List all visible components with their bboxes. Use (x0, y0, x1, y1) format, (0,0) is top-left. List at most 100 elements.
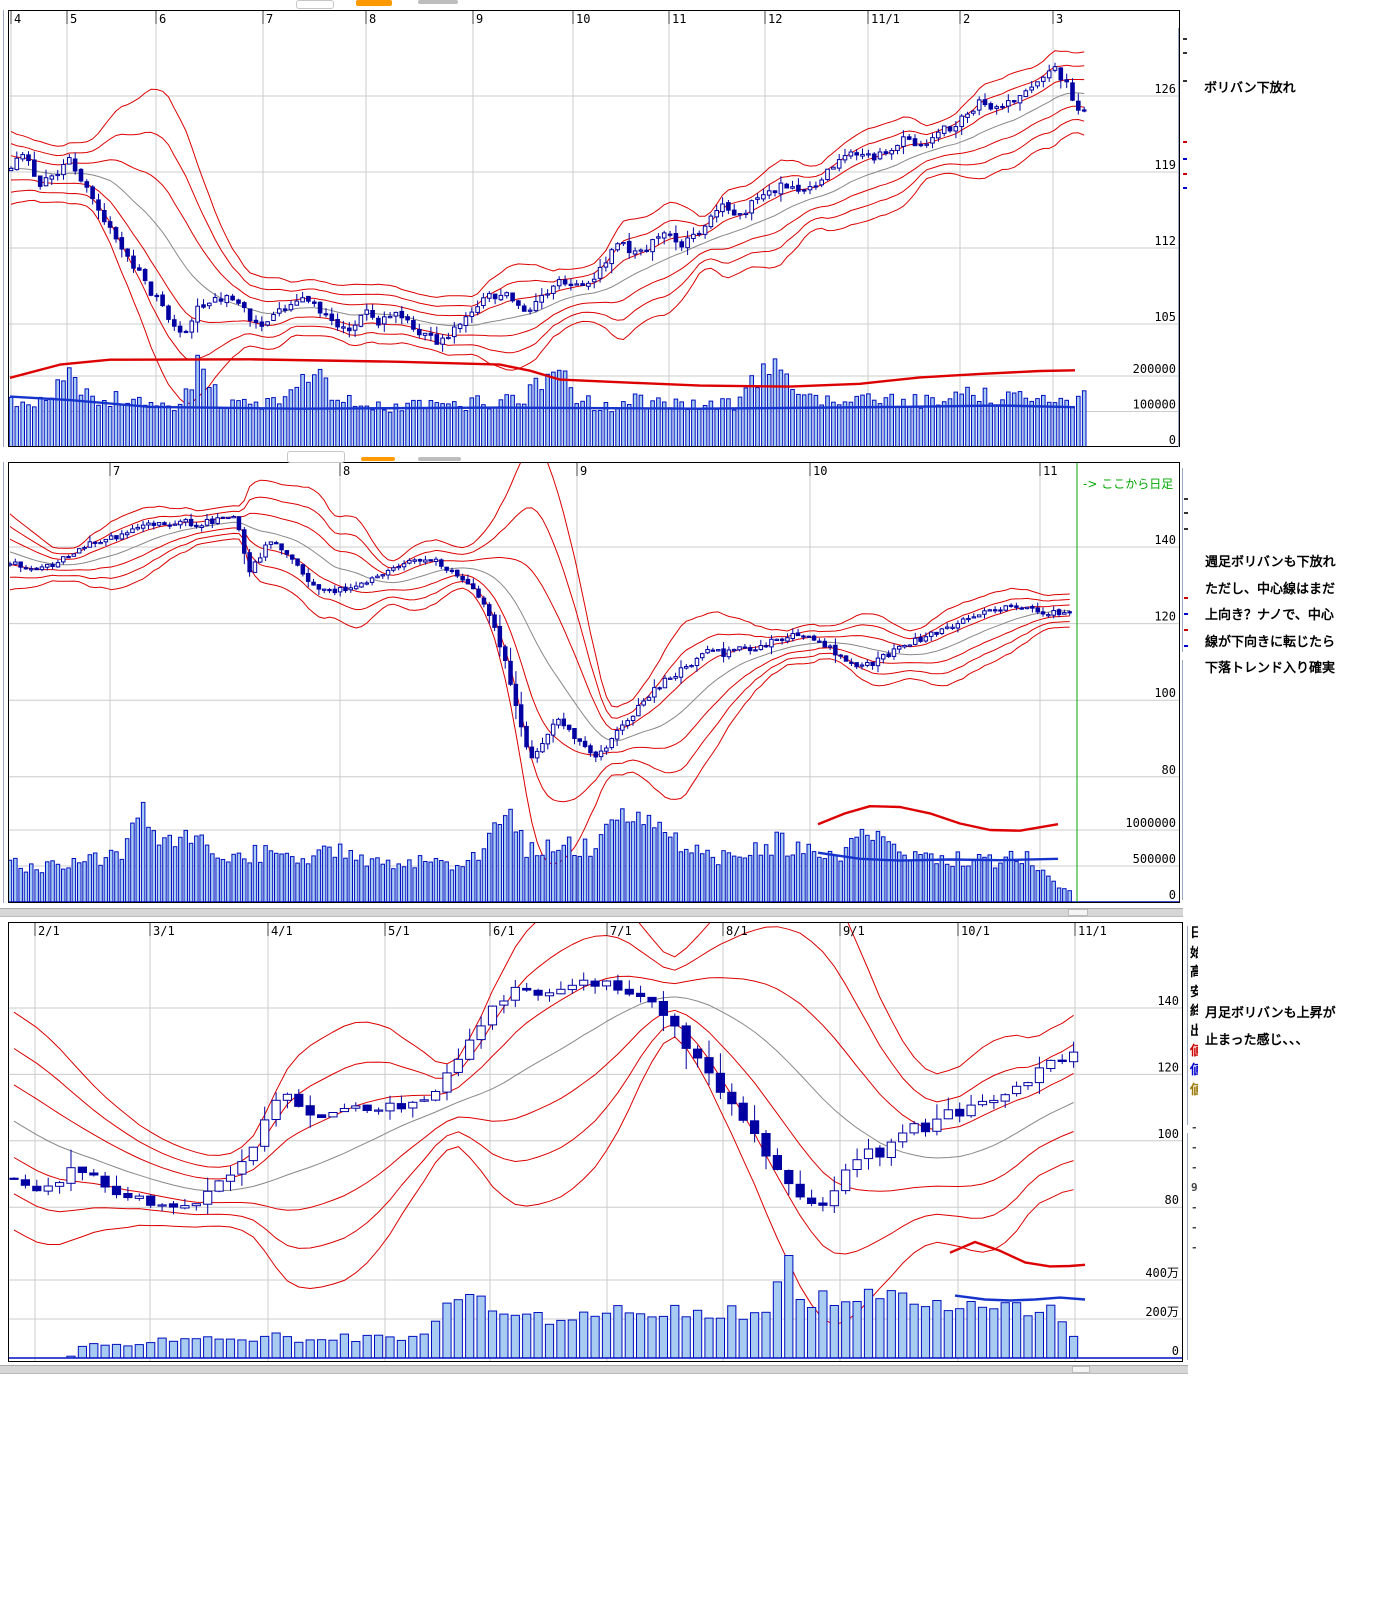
svg-text:200000: 200000 (1133, 362, 1176, 376)
panel-divider (1187, 1133, 1188, 1360)
toolbar-button-fragment-white (287, 451, 345, 463)
tick-fragment: - (1191, 1201, 1198, 1214)
svg-text:120: 120 (1157, 1060, 1179, 1074)
panel-fragment (1184, 498, 1188, 500)
svg-text:0: 0 (1172, 1344, 1179, 1358)
panel-fragment (1184, 528, 1188, 530)
toolbar-button-fragment-orange (356, 0, 392, 6)
tick-fragment: - (1191, 1221, 1198, 1234)
monthly-candlestick-chart: 2/1 3/1 4/1 5/1 6/1 7/1 8/1 9/1 10/1 11/1 140 120 10… (8, 922, 1183, 1362)
tick-fragment: - (1191, 1121, 1198, 1134)
svg-text:112: 112 (1154, 234, 1176, 248)
panel-fragment (1184, 512, 1188, 514)
svg-text:10: 10 (813, 464, 827, 478)
quote-panel-label: 値 (1190, 1063, 1198, 1079)
svg-text:120: 120 (1154, 610, 1176, 624)
annotation-weekly-line: 下落トレンド入り確実 (1205, 661, 1336, 676)
panel-divider (3, 10, 4, 447)
svg-text:7/1: 7/1 (610, 924, 632, 938)
svg-text:10: 10 (576, 12, 590, 26)
toolbar-button-fragment-gray (418, 0, 458, 4)
svg-text:7: 7 (266, 12, 273, 26)
annotation-weekly-line: 線が下向きに転じたら (1205, 634, 1336, 650)
panel-fragment (1183, 141, 1187, 143)
panel-fragment (1183, 173, 1187, 175)
svg-text:8: 8 (369, 12, 376, 26)
panel-fragment (1183, 187, 1187, 189)
panel-fragment (1183, 52, 1187, 54)
panel-divider (1178, 28, 1179, 447)
svg-text:80: 80 (1165, 1193, 1179, 1207)
panel-divider (1187, 926, 1188, 1125)
svg-text:200万: 200万 (1145, 1305, 1179, 1319)
svg-text:0: 0 (1169, 888, 1176, 902)
quote-panel-label: 安 (1190, 984, 1198, 1000)
svg-text:8/1: 8/1 (726, 924, 748, 938)
svg-text:6: 6 (159, 12, 166, 26)
svg-text:5: 5 (70, 12, 77, 26)
svg-text:4/1: 4/1 (271, 924, 293, 938)
scrollbar-strip (0, 1365, 1188, 1374)
svg-text:11/1: 11/1 (871, 12, 900, 26)
tick-fragment: - (1191, 1241, 1198, 1254)
svg-text:80: 80 (1162, 763, 1176, 777)
svg-text:3: 3 (1056, 12, 1063, 26)
svg-text:2: 2 (963, 12, 970, 26)
quote-panel-label: 終 (1190, 1004, 1198, 1020)
svg-text:126: 126 (1154, 82, 1176, 96)
scrollbar-thumb (1072, 1366, 1090, 1373)
annotation-weekly: 週足ボリバンも下放れ ただし、中心線はまだ 上向き？ナノで、中心 線が下向きに転… (1205, 550, 1336, 683)
svg-text:400万: 400万 (1145, 1266, 1179, 1280)
annotation-daily: ボリバン下放れ (1204, 76, 1296, 103)
panel-fragment (1184, 645, 1188, 647)
panel-fragment (1184, 597, 1188, 599)
annotation-weekly-line: ただし、中心線はまだ (1205, 581, 1336, 597)
panel-fragment (1183, 38, 1187, 40)
svg-text:100000: 100000 (1133, 398, 1176, 412)
svg-text:1000000: 1000000 (1125, 816, 1176, 830)
svg-text:8: 8 (343, 464, 350, 478)
quote-panel-label: 値 (1190, 1082, 1198, 1098)
svg-text:500000: 500000 (1133, 852, 1176, 866)
toolbar-button-fragment-white (296, 0, 334, 9)
panel-fragment (1184, 629, 1188, 631)
svg-text:2/1: 2/1 (38, 924, 60, 938)
scrollbar-thumb (1068, 909, 1088, 916)
svg-text:140: 140 (1157, 994, 1179, 1008)
svg-text:11: 11 (672, 12, 686, 26)
svg-text:9: 9 (580, 464, 587, 478)
tick-fragment: - (1191, 1141, 1198, 1154)
svg-text:119: 119 (1154, 158, 1176, 172)
quote-panel-label: 高 (1190, 965, 1198, 981)
svg-text:12: 12 (768, 12, 782, 26)
svg-text:4: 4 (14, 12, 21, 26)
panel-divider (3, 462, 4, 903)
svg-text:100: 100 (1157, 1127, 1179, 1141)
clipped-quote-panel-labels: 日始高安終出値値値 (1190, 924, 1198, 1104)
panel-fragment (1183, 158, 1187, 160)
panel-divider (1182, 660, 1183, 900)
svg-text:0: 0 (1169, 433, 1176, 447)
panel-fragment (1184, 613, 1188, 615)
toolbar-button-fragment-orange (361, 457, 395, 461)
svg-text:7: 7 (113, 464, 120, 478)
weekly-candlestick-chart: -> ここから日足 7 8 9 10 11 140 120 100 80 1000000 500000… (8, 462, 1180, 903)
tick-fragment: 9 (1191, 1181, 1198, 1194)
annotation-weekly-line: 上向き？ナノで、中心 (1205, 608, 1334, 623)
svg-text:9/1: 9/1 (843, 924, 865, 938)
toolbar-button-fragment-gray (418, 457, 461, 461)
daily-candlestick-chart: 4 5 6 7 8 9 10 11 12 11/1 2 3 126 119 112 105 200000 1000… (8, 10, 1180, 447)
quote-panel-label: 出 (1190, 1023, 1198, 1039)
svg-text:10/1: 10/1 (961, 924, 990, 938)
quote-panel-label: 日 (1190, 926, 1198, 941)
svg-text:140: 140 (1154, 533, 1176, 547)
annotation-daily-line: ボリバン下放れ (1204, 81, 1296, 96)
svg-text:100: 100 (1154, 686, 1176, 700)
annotation-monthly-line: 止まった感じ、、、 (1205, 1033, 1309, 1048)
svg-text:11/1: 11/1 (1078, 924, 1107, 938)
quote-panel-label: 始 (1190, 945, 1198, 961)
scrollbar-strip (0, 908, 1183, 917)
svg-text:-> ここから日足: -> ここから日足 (1083, 477, 1173, 491)
panel-fragment (1183, 80, 1187, 82)
